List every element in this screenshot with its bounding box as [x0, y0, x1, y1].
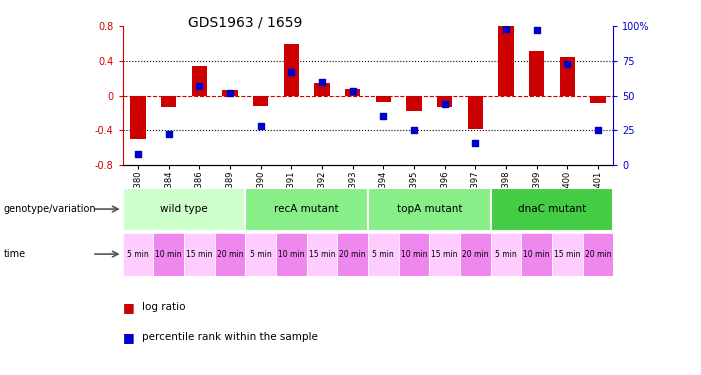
Text: wild type: wild type: [161, 204, 207, 214]
Bar: [307, 232, 337, 276]
Bar: [491, 188, 613, 231]
Bar: [559, 57, 575, 96]
Text: 15 min: 15 min: [308, 250, 335, 259]
Bar: [468, 96, 483, 129]
Bar: [337, 232, 368, 276]
Text: time: time: [4, 249, 26, 259]
Point: [439, 101, 450, 107]
Text: 15 min: 15 min: [431, 250, 458, 259]
Text: 20 min: 20 min: [585, 250, 611, 259]
Bar: [154, 232, 184, 276]
Text: ■: ■: [123, 301, 135, 314]
Text: dnaC mutant: dnaC mutant: [518, 204, 586, 214]
Bar: [460, 232, 491, 276]
Bar: [498, 26, 514, 96]
Bar: [222, 90, 238, 96]
Bar: [429, 232, 460, 276]
Text: 10 min: 10 min: [278, 250, 305, 259]
Point: [470, 140, 481, 146]
Text: 15 min: 15 min: [554, 250, 580, 259]
Text: 5 min: 5 min: [127, 250, 149, 259]
Text: recA mutant: recA mutant: [274, 204, 339, 214]
Bar: [552, 232, 583, 276]
Point: [224, 90, 236, 96]
Bar: [437, 96, 452, 107]
Bar: [399, 232, 429, 276]
Point: [193, 83, 205, 89]
Point: [531, 27, 543, 33]
Bar: [522, 232, 552, 276]
Bar: [276, 232, 307, 276]
Bar: [245, 188, 368, 231]
Bar: [314, 84, 329, 96]
Text: 20 min: 20 min: [462, 250, 489, 259]
Text: ■: ■: [123, 331, 135, 344]
Bar: [590, 96, 606, 103]
Text: 10 min: 10 min: [401, 250, 428, 259]
Text: 5 min: 5 min: [372, 250, 394, 259]
Point: [347, 88, 358, 94]
Bar: [583, 232, 613, 276]
Bar: [407, 96, 422, 111]
Bar: [215, 232, 245, 276]
Point: [378, 113, 389, 119]
Bar: [184, 232, 215, 276]
Bar: [368, 232, 399, 276]
Point: [562, 61, 573, 67]
Point: [592, 127, 604, 133]
Text: 15 min: 15 min: [186, 250, 212, 259]
Text: GDS1963 / 1659: GDS1963 / 1659: [188, 15, 303, 29]
Bar: [376, 96, 391, 102]
Text: 10 min: 10 min: [156, 250, 182, 259]
Point: [316, 79, 327, 85]
Text: genotype/variation: genotype/variation: [4, 204, 96, 214]
Bar: [123, 188, 245, 231]
Text: 5 min: 5 min: [495, 250, 517, 259]
Bar: [253, 96, 268, 106]
Bar: [123, 232, 154, 276]
Point: [409, 127, 420, 133]
Bar: [191, 66, 207, 96]
Text: 20 min: 20 min: [339, 250, 366, 259]
Bar: [130, 96, 146, 139]
Text: topA mutant: topA mutant: [397, 204, 462, 214]
Point: [255, 123, 266, 129]
Text: log ratio: log ratio: [142, 303, 186, 312]
Point: [163, 132, 175, 138]
Bar: [368, 188, 491, 231]
Text: percentile rank within the sample: percentile rank within the sample: [142, 333, 318, 342]
Bar: [345, 89, 360, 96]
Text: 20 min: 20 min: [217, 250, 243, 259]
Bar: [284, 44, 299, 96]
Bar: [161, 96, 177, 107]
Bar: [245, 232, 276, 276]
Point: [501, 26, 512, 32]
Text: 10 min: 10 min: [524, 250, 550, 259]
Point: [132, 151, 144, 157]
Text: 5 min: 5 min: [250, 250, 271, 259]
Point: [286, 69, 297, 75]
Bar: [529, 51, 545, 96]
Bar: [491, 232, 522, 276]
